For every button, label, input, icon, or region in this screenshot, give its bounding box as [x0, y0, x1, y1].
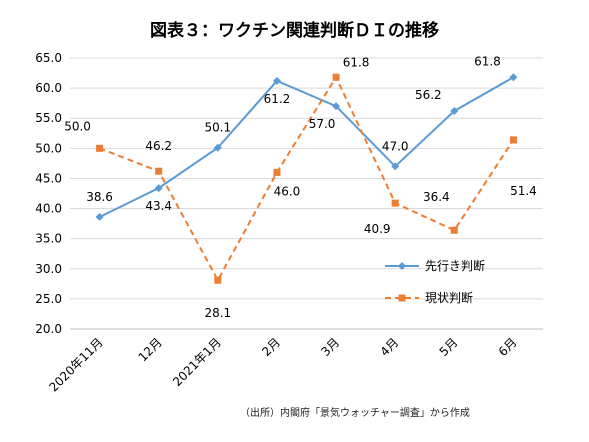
data-label: 61.8	[474, 54, 501, 68]
series-lines	[99, 75, 515, 283]
series-1-point	[273, 168, 281, 176]
data-label: 46.2	[145, 139, 172, 153]
x-tick-label: 6月	[496, 335, 520, 359]
x-tick-label: 4月	[378, 335, 402, 359]
series-0-point	[154, 184, 163, 193]
source-note: （出所）内閣府「景気ウォッチャー調査」から作成	[240, 408, 470, 419]
data-label: 46.0	[274, 184, 301, 198]
series-0-point	[391, 162, 400, 171]
data-label: 47.0	[382, 139, 409, 153]
x-axis-tick-labels: 2020年11月 12月 2021年1月 2月 3月 4月 5月 6月	[46, 335, 519, 394]
series-0-point	[272, 76, 281, 85]
x-tick-label: 2月	[259, 335, 283, 359]
data-label: 36.4	[423, 190, 450, 204]
x-tick-label: 2021年1月	[170, 335, 224, 389]
legend-marker	[398, 294, 406, 302]
legend-marker	[398, 262, 406, 270]
y-tick-label: 20.0	[35, 322, 62, 336]
data-label: 43.4	[145, 199, 172, 213]
y-tick-label: 55.0	[35, 111, 62, 125]
data-labels: 38.6 43.4 50.1 61.2 57.0 47.0 56.2 61.8 50.0 46.2…	[64, 54, 537, 320]
legend-label: 現状判断	[425, 290, 473, 305]
series-0-point	[95, 212, 104, 221]
series-0-point	[332, 102, 341, 111]
data-label: 61.2	[264, 92, 291, 106]
data-label: 51.4	[510, 184, 537, 198]
data-label: 61.8	[343, 55, 370, 69]
x-tick-label: 3月	[318, 335, 342, 359]
y-tick-label: 65.0	[35, 51, 62, 65]
y-tick-label: 40.0	[35, 202, 62, 216]
y-tick-label: 45.0	[35, 171, 62, 185]
y-tick-label: 50.0	[35, 141, 62, 155]
series-1-point	[332, 73, 340, 81]
series-line-1	[99, 75, 515, 283]
data-label: 57.0	[309, 117, 336, 131]
series-markers	[95, 73, 518, 284]
y-tick-label: 35.0	[35, 232, 62, 246]
x-tick-label: 2020年11月	[46, 335, 105, 394]
series-line-0	[99, 76, 514, 218]
data-label: 56.2	[415, 88, 442, 102]
legend-label: 先行き判断	[425, 258, 485, 273]
data-label: 28.1	[204, 306, 231, 320]
series-1-point	[214, 276, 222, 284]
data-label: 40.9	[364, 222, 391, 236]
series-1-point	[155, 167, 163, 175]
y-tick-label: 25.0	[35, 292, 62, 306]
data-label: 38.6	[86, 190, 113, 204]
y-axis-tick-labels: 20.0 25.0 30.0 35.0 40.0 45.0 50.0 55.0 60.0 65.0	[35, 51, 62, 336]
series-0-point	[509, 73, 518, 82]
y-tick-label: 60.0	[35, 81, 62, 95]
data-label: 50.1	[204, 121, 231, 135]
series-1-point	[391, 199, 399, 207]
gridlines	[70, 57, 543, 330]
chart-title: 図表３：ワクチン関連判断ＤＩの推移	[150, 21, 439, 41]
x-tick-label: 12月	[136, 335, 165, 364]
y-tick-label: 30.0	[35, 262, 62, 276]
x-tick-label: 5月	[437, 335, 461, 359]
series-0-point	[450, 106, 459, 115]
series-1-point	[96, 144, 104, 152]
series-1-point	[509, 136, 517, 144]
series-0-point	[213, 143, 222, 152]
series-1-point	[450, 226, 458, 234]
data-label: 50.0	[64, 119, 91, 133]
